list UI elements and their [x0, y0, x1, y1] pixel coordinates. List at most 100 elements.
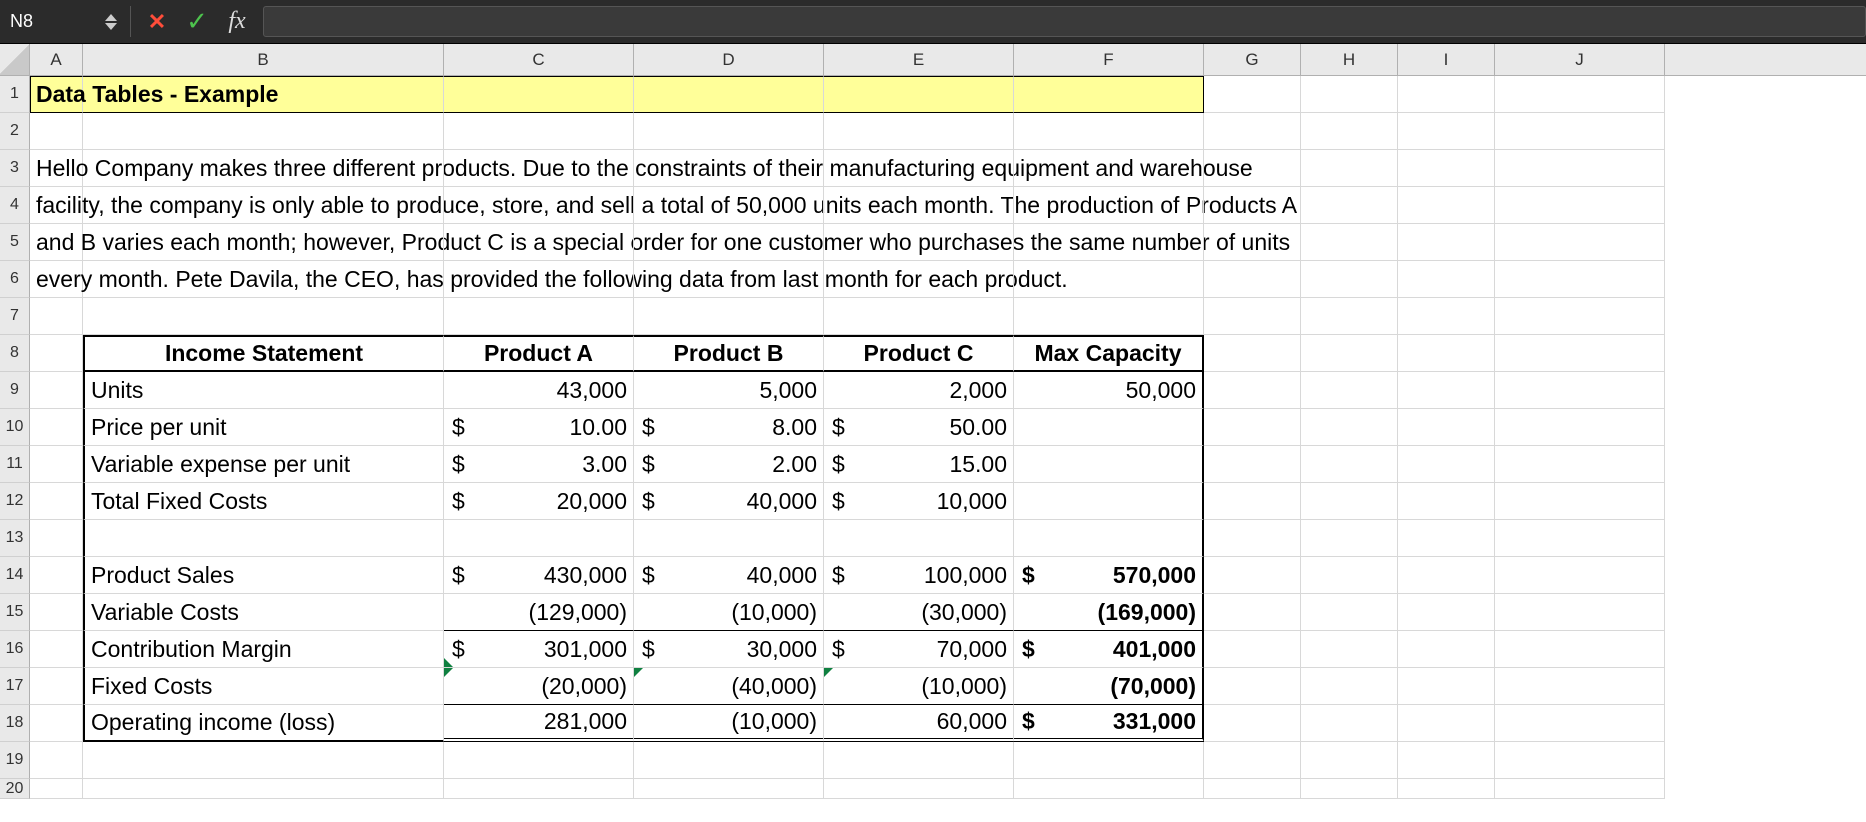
row-header-5[interactable]: 5	[0, 224, 30, 261]
cell-I9[interactable]	[1398, 372, 1495, 409]
cell-G5[interactable]	[1204, 224, 1301, 261]
cell-B9[interactable]: Units	[83, 372, 444, 409]
cell-H7[interactable]	[1301, 298, 1398, 335]
cell-I20[interactable]	[1398, 779, 1495, 799]
cell-G16[interactable]	[1204, 631, 1301, 668]
cell-F4[interactable]	[1014, 187, 1204, 224]
cell-B15[interactable]: Variable Costs	[83, 594, 444, 631]
cell-B5[interactable]	[83, 224, 444, 261]
cell-D3[interactable]	[634, 150, 824, 187]
row-header-1[interactable]: 1	[0, 76, 30, 113]
cell-I8[interactable]	[1398, 335, 1495, 372]
cell-D9[interactable]: 5,000	[634, 372, 824, 409]
row-header-8[interactable]: 8	[0, 335, 30, 372]
cell-D14[interactable]: $40,000	[634, 557, 824, 594]
cell-I6[interactable]	[1398, 261, 1495, 298]
cell-D5[interactable]	[634, 224, 824, 261]
cell-F9[interactable]: 50,000	[1014, 372, 1204, 409]
cell-G13[interactable]	[1204, 520, 1301, 557]
cell-D4[interactable]	[634, 187, 824, 224]
cell-H14[interactable]	[1301, 557, 1398, 594]
cell-G12[interactable]	[1204, 483, 1301, 520]
cell-C11[interactable]: $3.00	[444, 446, 634, 483]
cell-D13[interactable]	[634, 520, 824, 557]
cell-H12[interactable]	[1301, 483, 1398, 520]
cell-G20[interactable]	[1204, 779, 1301, 799]
row-header-7[interactable]: 7	[0, 298, 30, 335]
cell-E6[interactable]	[824, 261, 1014, 298]
cell-A15[interactable]	[30, 594, 83, 631]
confirm-button[interactable]: ✓	[177, 0, 217, 43]
cell-E13[interactable]	[824, 520, 1014, 557]
cell-E3[interactable]	[824, 150, 1014, 187]
row-header-2[interactable]: 2	[0, 113, 30, 150]
cell-H6[interactable]	[1301, 261, 1398, 298]
cell-C20[interactable]	[444, 779, 634, 799]
cell-B12[interactable]: Total Fixed Costs	[83, 483, 444, 520]
cell-A12[interactable]	[30, 483, 83, 520]
cell-H15[interactable]	[1301, 594, 1398, 631]
cell-H16[interactable]	[1301, 631, 1398, 668]
cell-G4[interactable]	[1204, 187, 1301, 224]
cell-H18[interactable]	[1301, 705, 1398, 742]
cell-E10[interactable]: $50.00	[824, 409, 1014, 446]
cell-B4[interactable]	[83, 187, 444, 224]
cell-C17[interactable]: (20,000)	[444, 668, 634, 705]
cell-G8[interactable]	[1204, 335, 1301, 372]
cell-B7[interactable]	[83, 298, 444, 335]
cell-H20[interactable]	[1301, 779, 1398, 799]
cell-I17[interactable]	[1398, 668, 1495, 705]
select-all-corner[interactable]	[0, 44, 30, 75]
row-header-6[interactable]: 6	[0, 261, 30, 298]
cell-E5[interactable]	[824, 224, 1014, 261]
cell-H2[interactable]	[1301, 113, 1398, 150]
cell-E17[interactable]: (10,000)	[824, 668, 1014, 705]
cell-E9[interactable]: 2,000	[824, 372, 1014, 409]
cell-E16[interactable]: $70,000	[824, 631, 1014, 668]
cell-G3[interactable]	[1204, 150, 1301, 187]
cell-E14[interactable]: $100,000	[824, 557, 1014, 594]
cell-G10[interactable]	[1204, 409, 1301, 446]
row-header-20[interactable]: 20	[0, 779, 30, 799]
cell-B17[interactable]: Fixed Costs	[83, 668, 444, 705]
cell-C18[interactable]: 281,000	[444, 705, 634, 742]
cell-H4[interactable]	[1301, 187, 1398, 224]
cell-D17[interactable]: (40,000)	[634, 668, 824, 705]
cell-G6[interactable]	[1204, 261, 1301, 298]
cell-C2[interactable]	[444, 113, 634, 150]
cell-I4[interactable]	[1398, 187, 1495, 224]
row-header-3[interactable]: 3	[0, 150, 30, 187]
col-header-H[interactable]: H	[1301, 44, 1398, 75]
cell-B13[interactable]	[83, 520, 444, 557]
col-header-E[interactable]: E	[824, 44, 1014, 75]
cell-J7[interactable]	[1495, 298, 1665, 335]
cell-A16[interactable]	[30, 631, 83, 668]
cell-A14[interactable]	[30, 557, 83, 594]
row-header-19[interactable]: 19	[0, 742, 30, 779]
cell-C13[interactable]	[444, 520, 634, 557]
row-header-4[interactable]: 4	[0, 187, 30, 224]
cell-E15[interactable]: (30,000)	[824, 594, 1014, 631]
cell-I11[interactable]	[1398, 446, 1495, 483]
cell-I1[interactable]	[1398, 76, 1495, 113]
cell-G2[interactable]	[1204, 113, 1301, 150]
cell-J5[interactable]	[1495, 224, 1665, 261]
cell-I12[interactable]	[1398, 483, 1495, 520]
cell-C9[interactable]: 43,000	[444, 372, 634, 409]
row-header-15[interactable]: 15	[0, 594, 30, 631]
cell-B2[interactable]	[83, 113, 444, 150]
cell-H3[interactable]	[1301, 150, 1398, 187]
cell-B8[interactable]: Income Statement	[83, 335, 444, 372]
cell-J11[interactable]	[1495, 446, 1665, 483]
cell-H8[interactable]	[1301, 335, 1398, 372]
cell-D12[interactable]: $40,000	[634, 483, 824, 520]
cell-F15[interactable]: (169,000)	[1014, 594, 1204, 631]
cell-D11[interactable]: $2.00	[634, 446, 824, 483]
cell-D19[interactable]	[634, 742, 824, 779]
cell-E8[interactable]: Product C	[824, 335, 1014, 372]
cell-H9[interactable]	[1301, 372, 1398, 409]
cell-I3[interactable]	[1398, 150, 1495, 187]
cell-G1[interactable]	[1204, 76, 1301, 113]
cell-A7[interactable]	[30, 298, 83, 335]
cell-F10[interactable]	[1014, 409, 1204, 446]
